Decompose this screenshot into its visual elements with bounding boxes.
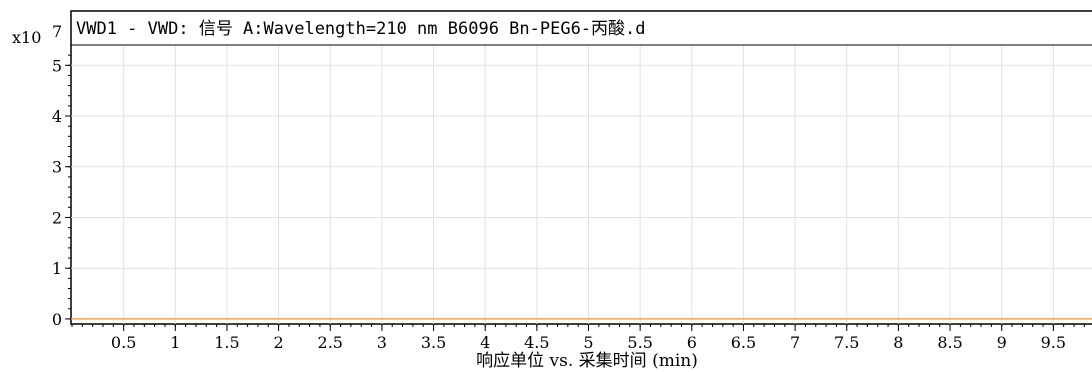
- x-tick-label: 8: [893, 333, 903, 352]
- y-tick-label: 4: [52, 107, 62, 126]
- x-tick-label: 6.5: [731, 333, 756, 352]
- y-tick-label: 2: [52, 208, 62, 227]
- plot-frame: [70, 10, 1092, 325]
- y-tick-label: 5: [52, 56, 62, 75]
- y-exponent-label: 7: [52, 22, 62, 41]
- x-tick-label: 5: [583, 333, 593, 352]
- x-tick-label: 2: [274, 333, 284, 352]
- x-tick-label: 5.5: [627, 333, 652, 352]
- x-tick-label: 4: [480, 333, 490, 352]
- grid: [71, 45, 1092, 324]
- x-tick-label: 4.5: [524, 333, 549, 352]
- x-tick-label: 1: [170, 333, 180, 352]
- x-tick-label: 1.5: [214, 333, 239, 352]
- chart-title: VWD1 - VWD: 信号 A:Wavelength=210 nm B6096…: [76, 19, 646, 39]
- x-tick-label: 9.5: [1041, 333, 1066, 352]
- y-tick-label: 1: [52, 259, 62, 278]
- x-tick-label: 7: [790, 333, 800, 352]
- ticks: 0.5 1 1.5 2 2.5 3 3.5 4 4.5 5 5.5 6 6.5 7 7.5 8 8.5 9 9.5 0…: [52, 54, 1085, 352]
- x-tick-label: 6: [687, 333, 697, 352]
- x-tick-label: 0.5: [111, 333, 136, 352]
- x-axis-label: 响应单位 vs. 采集时间 (min): [476, 351, 698, 371]
- y-tick-label: 0: [52, 310, 62, 329]
- x-tick-label: 9: [997, 333, 1007, 352]
- y-multiplier-label: x10: [12, 28, 41, 47]
- x-tick-label: 7.5: [834, 333, 859, 352]
- y-tick-label: 3: [52, 158, 62, 177]
- x-tick-label: 3.5: [421, 333, 446, 352]
- x-tick-label: 8.5: [937, 333, 962, 352]
- x-tick-label: 2.5: [318, 333, 343, 352]
- x-tick-label: 3: [377, 333, 387, 352]
